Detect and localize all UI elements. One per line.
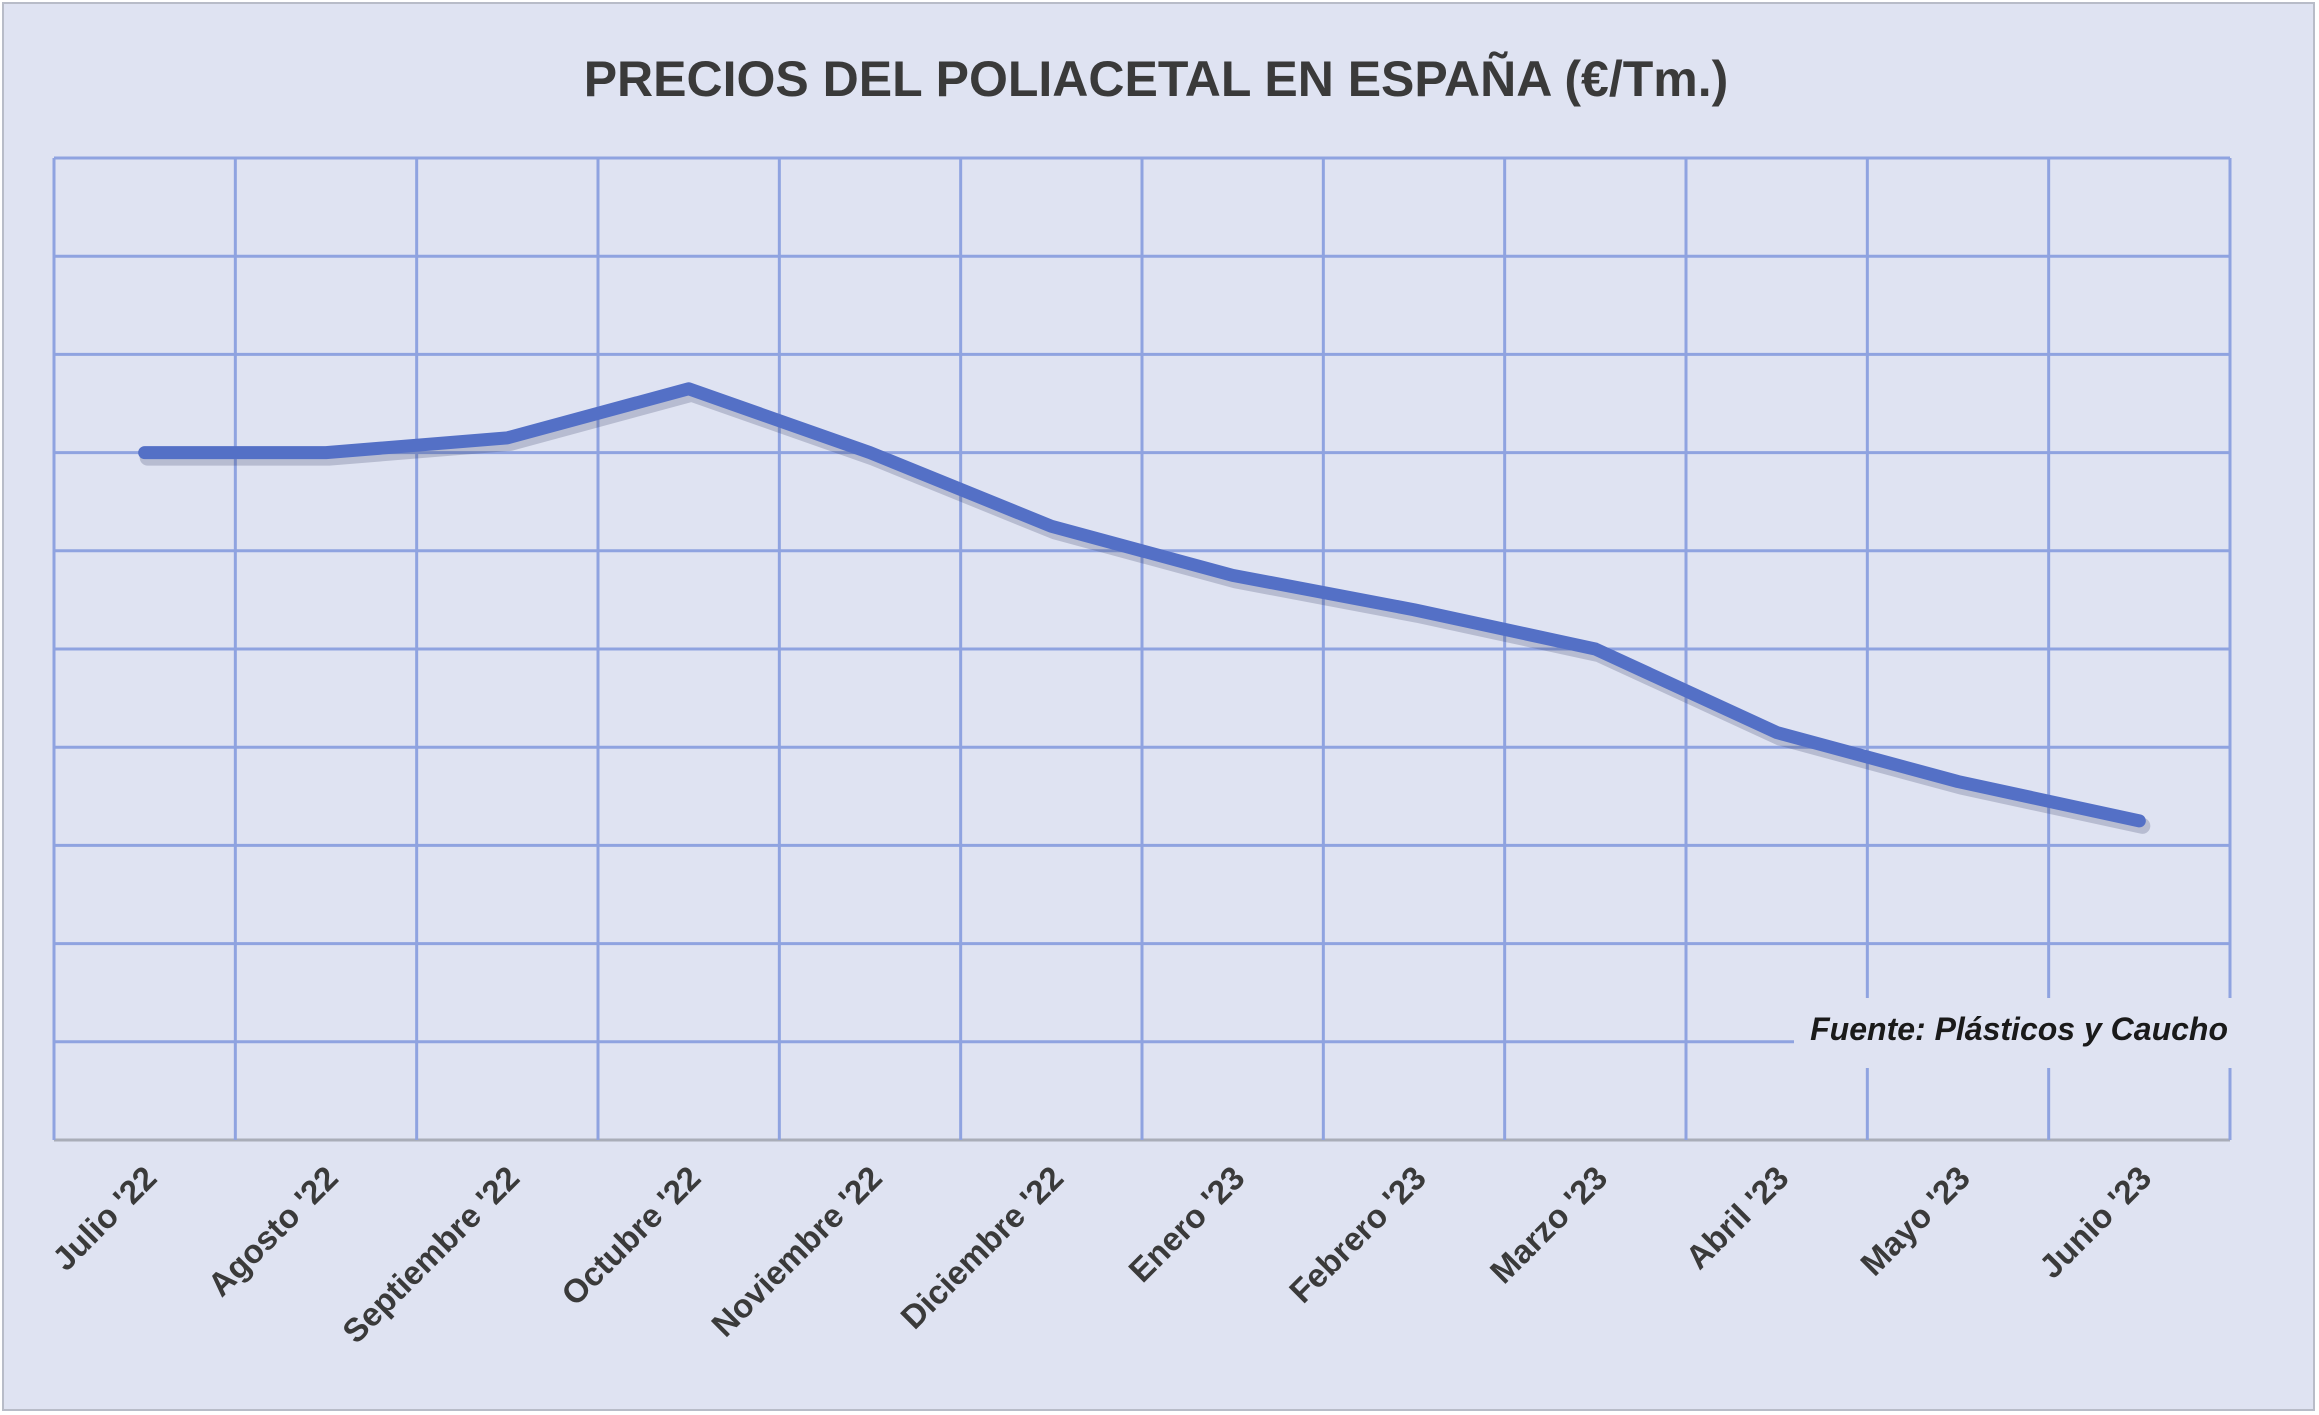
data-point: [864, 446, 876, 459]
data-point: [1770, 726, 1783, 739]
x-tick-label: Junio '23: [2032, 1159, 2158, 1285]
data-point: [138, 446, 151, 459]
x-tick-label: Septiembre '22: [335, 1159, 526, 1350]
x-tick-label: Enero '23: [1121, 1159, 1251, 1289]
chart-svg: PRECIOS DEL POLIACETAL EN ESPAÑA (€/Tm.)…: [45, 51, 2269, 1350]
x-tick-label: Noviembre '22: [704, 1159, 889, 1344]
data-point: [320, 446, 332, 459]
data-point: [1045, 520, 1058, 533]
x-tick-label: Marzo '23: [1483, 1159, 1615, 1291]
source-note-background: [1794, 998, 2269, 1068]
data-point: [501, 431, 514, 444]
data-point: [2133, 814, 2146, 827]
series-line-0: [138, 382, 2146, 828]
data-point: [1226, 569, 1239, 582]
series-layer: [138, 382, 2151, 834]
data-point: [1408, 603, 1420, 616]
source-note: Fuente: Plásticos y Caucho: [1810, 1011, 2228, 1047]
x-tick-label: Diciembre '22: [893, 1159, 1070, 1336]
x-tick-label: Julio '22: [45, 1159, 164, 1278]
x-tick-label: Octubre '22: [554, 1159, 708, 1313]
chart-title: PRECIOS DEL POLIACETAL EN ESPAÑA (€/Tm.): [584, 51, 1729, 107]
series-line-shadow: [139, 385, 2151, 834]
data-point: [682, 382, 695, 395]
x-tick-label: Febrero '23: [1282, 1159, 1433, 1310]
grid-layer: [52, 156, 2232, 1142]
x-tick-label: Agosto '22: [200, 1159, 345, 1304]
x-tick-label: Mayo '23: [1853, 1159, 1977, 1283]
x-tick-label: Abril '23: [1678, 1159, 1795, 1276]
data-point: [1952, 775, 1964, 788]
data-point: [1589, 643, 1602, 655]
